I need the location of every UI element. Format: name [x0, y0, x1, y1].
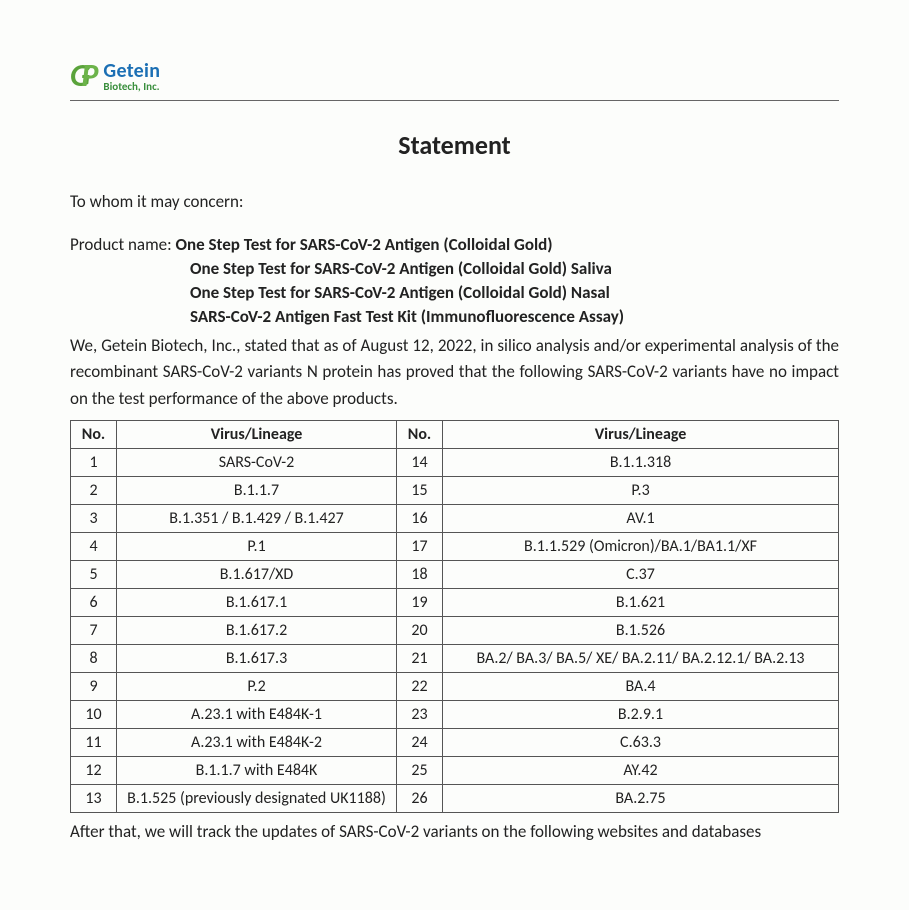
intro-paragraph: We, Getein Biotech, Inc., stated that as…	[70, 333, 839, 412]
cell-no: 26	[397, 785, 443, 813]
logo-mark: GP	[70, 60, 95, 92]
cell-lineage: SARS-CoV-2	[117, 449, 397, 477]
table-header-row: No. Virus/Lineage No. Virus/Lineage	[71, 421, 839, 449]
cell-lineage: P.1	[117, 533, 397, 561]
cell-lineage: BA.2/ BA.3/ BA.5/ XE/ BA.2.11/ BA.2.12.1…	[443, 645, 839, 673]
product-line-2: One Step Test for SARS-CoV-2 Antigen (Co…	[70, 258, 839, 279]
cell-lineage: A.23.1 with E484K-2	[117, 729, 397, 757]
cell-no: 18	[397, 561, 443, 589]
cell-lineage: B.1.617.1	[117, 589, 397, 617]
document-title: Statement	[70, 129, 839, 161]
cell-lineage: B.1.525 (previously designated UK1188)	[117, 785, 397, 813]
cell-no: 25	[397, 757, 443, 785]
cell-lineage: C.37	[443, 561, 839, 589]
product-line-1: Product name: One Step Test for SARS-CoV…	[70, 234, 839, 255]
table-row: 10A.23.1 with E484K-123B.2.9.1	[71, 701, 839, 729]
cell-no: 10	[71, 701, 117, 729]
product-line-4: SARS-CoV-2 Antigen Fast Test Kit (Immuno…	[70, 306, 839, 327]
cell-lineage: B.1.1.318	[443, 449, 839, 477]
product-name-4: SARS-CoV-2 Antigen Fast Test Kit (Immuno…	[190, 306, 624, 327]
table-row: 2B.1.1.715P.3	[71, 477, 839, 505]
cell-lineage: AY.42	[443, 757, 839, 785]
cell-no: 15	[397, 477, 443, 505]
cell-lineage: BA.2.75	[443, 785, 839, 813]
cell-no: 4	[71, 533, 117, 561]
table-row: 11A.23.1 with E484K-224C.63.3	[71, 729, 839, 757]
cell-lineage: B.1.617/XD	[117, 561, 397, 589]
table-row: 13B.1.525 (previously designated UK1188)…	[71, 785, 839, 813]
cell-no: 20	[397, 617, 443, 645]
cell-no: 7	[71, 617, 117, 645]
cell-no: 5	[71, 561, 117, 589]
cell-no: 14	[397, 449, 443, 477]
table-row: 9P.222BA.4	[71, 673, 839, 701]
cell-no: 3	[71, 505, 117, 533]
cell-lineage: C.63.3	[443, 729, 839, 757]
cell-lineage: B.1.621	[443, 589, 839, 617]
salutation: To whom it may concern:	[70, 191, 839, 212]
cell-no: 11	[71, 729, 117, 757]
product-name-1: One Step Test for SARS-CoV-2 Antigen (Co…	[176, 234, 553, 255]
cell-no: 1	[71, 449, 117, 477]
company-name: Getein	[103, 61, 160, 81]
cell-no: 8	[71, 645, 117, 673]
cell-lineage: P.3	[443, 477, 839, 505]
cell-no: 9	[71, 673, 117, 701]
cell-no: 24	[397, 729, 443, 757]
cell-no: 12	[71, 757, 117, 785]
table-row: 6B.1.617.119B.1.621	[71, 589, 839, 617]
product-name-3: One Step Test for SARS-CoV-2 Antigen (Co…	[190, 282, 610, 303]
cell-no: 23	[397, 701, 443, 729]
table-row: 1SARS-CoV-214B.1.1.318	[71, 449, 839, 477]
col-lineage-1: Virus/Lineage	[117, 421, 397, 449]
product-line-3: One Step Test for SARS-CoV-2 Antigen (Co…	[70, 282, 839, 303]
cell-lineage: B.1.1.7 with E484K	[117, 757, 397, 785]
cell-no: 13	[71, 785, 117, 813]
cell-lineage: B.1.617.2	[117, 617, 397, 645]
cell-lineage: B.2.9.1	[443, 701, 839, 729]
closing-paragraph: After that, we will track the updates of…	[70, 821, 839, 842]
cell-lineage: A.23.1 with E484K-1	[117, 701, 397, 729]
cell-lineage: B.1.617.3	[117, 645, 397, 673]
cell-no: 22	[397, 673, 443, 701]
cell-no: 17	[397, 533, 443, 561]
col-no-2: No.	[397, 421, 443, 449]
table-row: 8B.1.617.321BA.2/ BA.3/ BA.5/ XE/ BA.2.1…	[71, 645, 839, 673]
cell-no: 19	[397, 589, 443, 617]
cell-no: 16	[397, 505, 443, 533]
cell-lineage: P.2	[117, 673, 397, 701]
table-row: 12B.1.1.7 with E484K25AY.42	[71, 757, 839, 785]
cell-no: 21	[397, 645, 443, 673]
header: GP Getein Biotech, Inc.	[70, 60, 839, 101]
cell-lineage: BA.4	[443, 673, 839, 701]
document-page: GP Getein Biotech, Inc. Statement To who…	[0, 0, 909, 910]
col-no-1: No.	[71, 421, 117, 449]
cell-no: 2	[71, 477, 117, 505]
product-name-2: One Step Test for SARS-CoV-2 Antigen (Co…	[190, 258, 612, 279]
table-row: 3B.1.351 / B.1.429 / B.1.42716AV.1	[71, 505, 839, 533]
product-name-block: Product name: One Step Test for SARS-CoV…	[70, 234, 839, 327]
cell-lineage: B.1.1.7	[117, 477, 397, 505]
cell-lineage: B.1.1.529 (Omicron)/BA.1/BA1.1/XF	[443, 533, 839, 561]
cell-no: 6	[71, 589, 117, 617]
table-row: 5B.1.617/XD18C.37	[71, 561, 839, 589]
cell-lineage: B.1.526	[443, 617, 839, 645]
logo-text: Getein Biotech, Inc.	[103, 61, 160, 92]
col-lineage-2: Virus/Lineage	[443, 421, 839, 449]
cell-lineage: B.1.351 / B.1.429 / B.1.427	[117, 505, 397, 533]
table-row: 4P.117B.1.1.529 (Omicron)/BA.1/BA1.1/XF	[71, 533, 839, 561]
variants-table: No. Virus/Lineage No. Virus/Lineage 1SAR…	[70, 420, 839, 813]
product-label: Product name:	[70, 234, 176, 255]
table-row: 7B.1.617.220B.1.526	[71, 617, 839, 645]
company-subtitle: Biotech, Inc.	[103, 81, 160, 92]
cell-lineage: AV.1	[443, 505, 839, 533]
